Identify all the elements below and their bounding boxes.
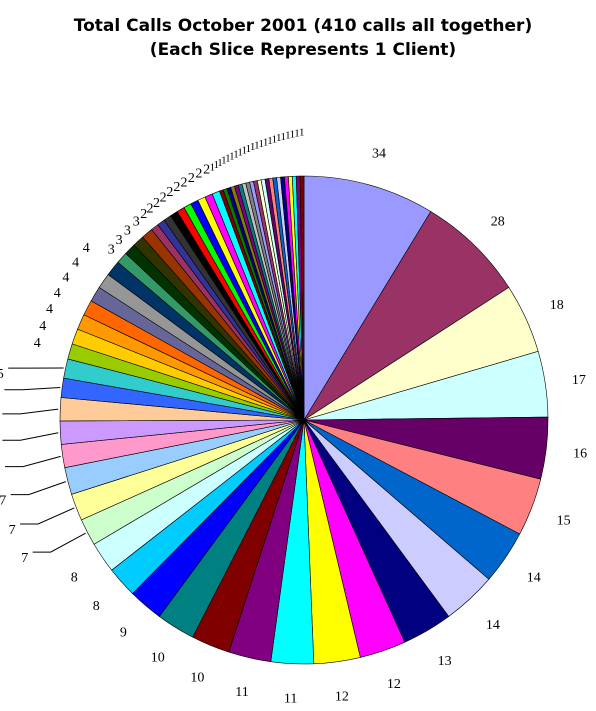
data-label: 8 — [93, 599, 100, 614]
data-label: 12 — [335, 689, 349, 704]
leader-line — [20, 507, 75, 525]
data-label: 1 — [217, 157, 223, 169]
data-label: 2 — [203, 163, 210, 178]
data-label: 1 — [241, 145, 247, 157]
data-label: 1 — [221, 155, 227, 167]
data-label: 1 — [272, 133, 278, 145]
data-label: 8 — [71, 571, 78, 586]
data-label: 1 — [225, 153, 231, 165]
data-label: 34 — [372, 146, 386, 161]
data-label: 14 — [527, 571, 541, 586]
leader-line — [10, 481, 66, 496]
data-label: 3 — [116, 233, 123, 248]
data-label: 7 — [0, 494, 6, 509]
data-label: 1 — [285, 130, 291, 142]
data-label: 5 — [0, 367, 4, 382]
data-label: 16 — [573, 446, 587, 461]
data-label: 2 — [188, 171, 195, 186]
pie-slices — [59, 175, 549, 665]
data-label: 1 — [267, 135, 273, 147]
data-label: 2 — [195, 167, 202, 182]
data-label: 2 — [147, 201, 154, 216]
data-label: 4 — [46, 302, 53, 317]
data-label: 1 — [263, 136, 269, 148]
data-label: 2 — [166, 185, 173, 200]
data-label: 13 — [438, 654, 452, 669]
data-label: 17 — [572, 373, 586, 388]
data-label: 4 — [39, 319, 46, 334]
data-label: 11 — [284, 692, 297, 707]
data-label: 1 — [276, 132, 282, 144]
data-label: 6 — [0, 466, 1, 481]
data-label: 15 — [557, 513, 571, 528]
data-label: 1 — [294, 128, 300, 140]
data-label: 4 — [34, 336, 41, 351]
data-label: 3 — [133, 214, 140, 229]
data-label: 28 — [491, 215, 505, 230]
data-label: 9 — [120, 625, 127, 640]
data-label: 4 — [54, 286, 61, 301]
data-label: 1 — [213, 159, 219, 171]
data-labels: 3428181716151414131212111110109887776665… — [0, 127, 587, 707]
label-leader-lines — [2, 367, 86, 553]
data-label: 1 — [237, 147, 243, 159]
data-label: 1 — [210, 161, 216, 173]
leader-line — [4, 387, 61, 391]
chart-subtitle: (Each Slice Represents 1 Client) — [150, 40, 456, 60]
data-label: 2 — [181, 176, 188, 191]
leader-line — [2, 408, 59, 415]
data-label: 4 — [72, 256, 79, 271]
data-label: 2 — [153, 196, 160, 211]
data-label: 4 — [62, 271, 69, 286]
chart-title: Total Calls October 2001 (410 calls all … — [74, 16, 532, 36]
leader-line — [2, 432, 59, 441]
data-label: 2 — [173, 180, 180, 195]
data-label: 10 — [190, 671, 204, 686]
data-label: 1 — [258, 138, 264, 150]
pie-slice — [303, 175, 432, 422]
data-label: 1 — [250, 141, 256, 153]
data-label: 4 — [83, 241, 90, 256]
data-label: 2 — [140, 207, 147, 222]
data-label: 1 — [281, 131, 287, 143]
data-label: 3 — [124, 223, 131, 238]
data-label: 1 — [299, 127, 305, 139]
data-label: 1 — [290, 129, 296, 141]
data-label: 18 — [550, 298, 564, 313]
data-label: 1 — [229, 151, 235, 163]
data-label: 11 — [235, 685, 248, 700]
data-label: 7 — [21, 551, 28, 566]
data-label: 14 — [486, 618, 500, 633]
leader-line — [32, 532, 86, 553]
data-label: 1 — [254, 140, 260, 152]
data-label: 3 — [108, 243, 115, 258]
data-label: 1 — [233, 149, 239, 161]
leader-line — [5, 455, 61, 468]
pie-slice — [303, 211, 510, 421]
data-label: 12 — [387, 677, 401, 692]
data-label: 1 — [246, 143, 252, 155]
pie-slice — [299, 175, 305, 421]
data-label: 10 — [151, 650, 165, 665]
data-label: 7 — [9, 523, 16, 538]
data-label: 2 — [160, 190, 167, 205]
